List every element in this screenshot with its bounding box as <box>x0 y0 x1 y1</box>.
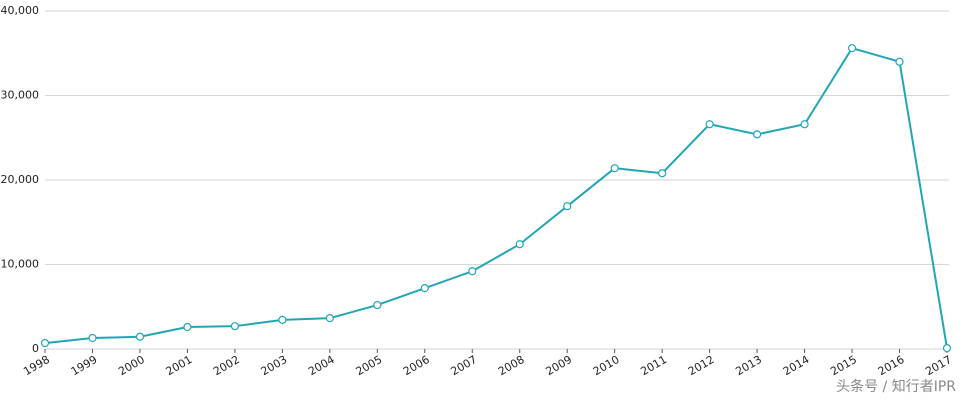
point <box>230 322 239 331</box>
x-tick-label: 2005 <box>354 353 385 378</box>
point <box>183 322 192 332</box>
watermark: 头条号 / 知行者IPR <box>836 378 956 395</box>
point <box>373 300 382 310</box>
x-tick-label: 2000 <box>116 353 147 378</box>
point <box>420 284 429 293</box>
x-tick-label: 1999 <box>69 353 100 378</box>
point <box>468 267 477 276</box>
point <box>278 315 287 324</box>
point <box>563 202 572 211</box>
x-tick-label: 2016 <box>876 353 907 378</box>
point <box>942 344 952 353</box>
y-tick-label: 10,000 <box>1 258 40 271</box>
y-tick-label: 20,000 <box>1 173 40 186</box>
point <box>40 338 50 348</box>
y-tick-label: 0 <box>32 342 39 355</box>
point <box>610 164 619 173</box>
x-tick-label: 2010 <box>591 353 622 378</box>
point <box>135 332 145 341</box>
x-tick-label: 2017 <box>923 353 954 378</box>
x-tick-label: 2011 <box>638 353 669 378</box>
x-tick-label: 2006 <box>401 353 432 378</box>
y-tick-label: 30,000 <box>1 89 40 102</box>
point <box>325 314 334 323</box>
x-tick-label: 2015 <box>828 353 859 378</box>
point <box>753 130 762 139</box>
point <box>800 120 809 129</box>
y-tick-label: 40,000 <box>1 4 40 17</box>
x-tick-label: 2002 <box>211 353 242 378</box>
point <box>895 57 904 66</box>
point <box>515 240 524 249</box>
x-tick-label: 2007 <box>449 353 480 378</box>
line <box>44 47 948 349</box>
point <box>705 120 714 129</box>
x-tick-label: 1998 <box>21 353 52 378</box>
point <box>847 44 857 53</box>
x-tick-label: 2013 <box>733 353 764 378</box>
x-tick-label: 2001 <box>164 353 195 378</box>
x-tick-label: 2003 <box>259 353 290 378</box>
point <box>88 333 97 343</box>
x-tick-label: 2009 <box>543 353 574 378</box>
x-tick-label: 2012 <box>686 353 717 378</box>
x-tick-label: 2014 <box>781 353 812 378</box>
x-tick-label: 2004 <box>306 353 337 378</box>
point <box>658 169 667 178</box>
x-tick-label: 2008 <box>496 353 527 378</box>
